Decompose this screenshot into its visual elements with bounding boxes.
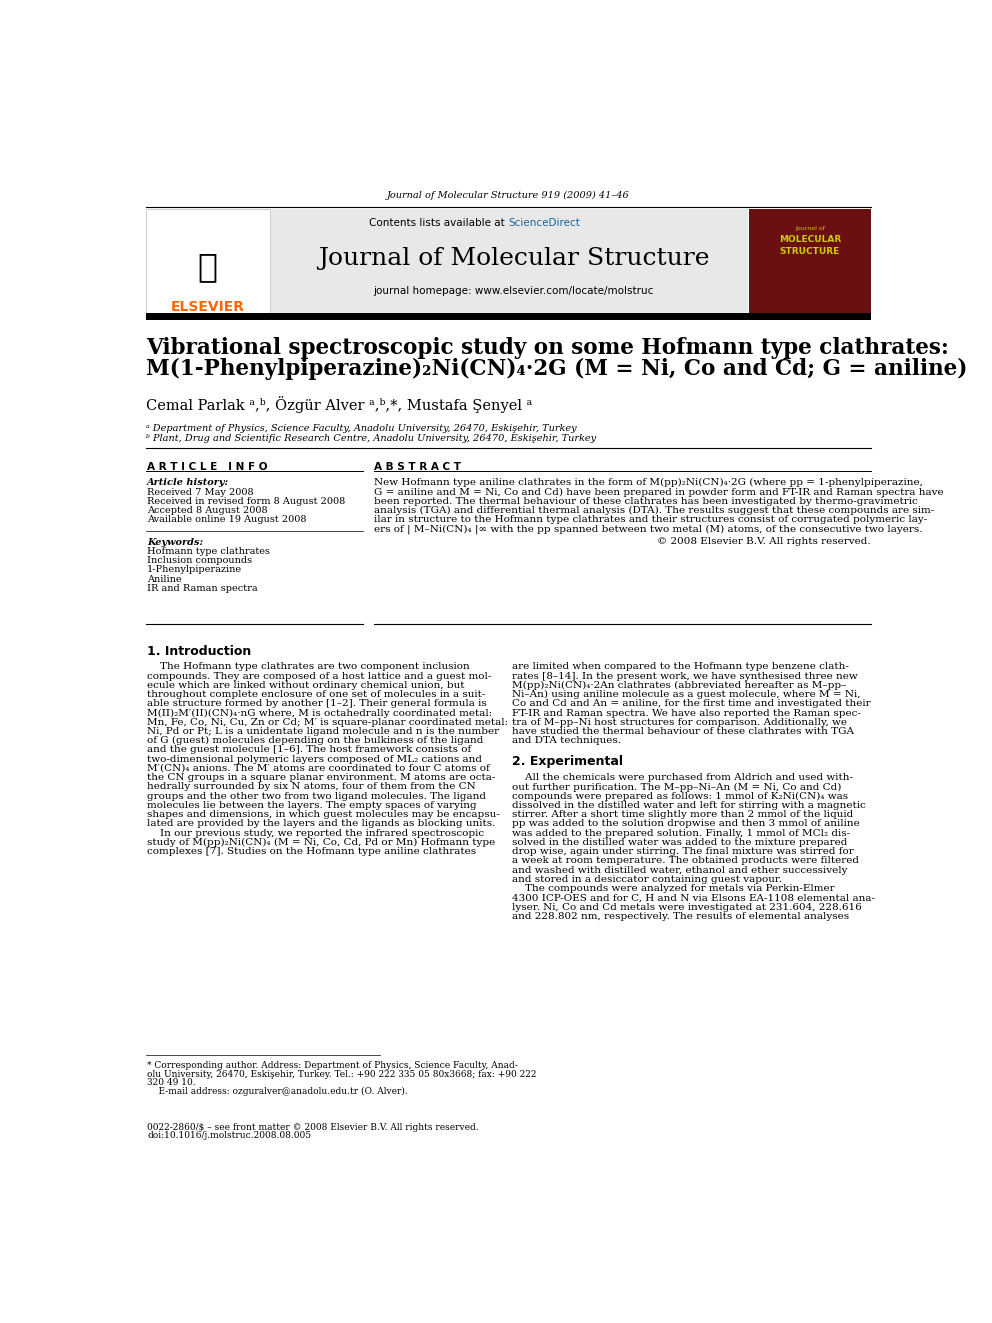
Text: IR and Raman spectra: IR and Raman spectra	[147, 583, 258, 593]
Text: lated are provided by the layers and the ligands as blocking units.: lated are provided by the layers and the…	[147, 819, 496, 828]
Text: © 2008 Elsevier B.V. All rights reserved.: © 2008 Elsevier B.V. All rights reserved…	[658, 537, 871, 546]
Text: 1. Introduction: 1. Introduction	[147, 646, 252, 659]
Text: are limited when compared to the Hofmann type benzene clath-: are limited when compared to the Hofmann…	[512, 663, 848, 671]
Text: FT-IR and Raman spectra. We have also reported the Raman spec-: FT-IR and Raman spectra. We have also re…	[512, 709, 860, 717]
Text: M′(CN)₄ anions. The M′ atoms are coordinated to four C atoms of: M′(CN)₄ anions. The M′ atoms are coordin…	[147, 763, 490, 773]
Text: and DTA techniques.: and DTA techniques.	[512, 737, 621, 745]
Text: The Hofmann type clathrates are two component inclusion: The Hofmann type clathrates are two comp…	[147, 663, 470, 671]
Text: Available online 19 August 2008: Available online 19 August 2008	[147, 515, 307, 524]
Text: Received in revised form 8 August 2008: Received in revised form 8 August 2008	[147, 497, 345, 505]
Text: ilar in structure to the Hofmann type clathrates and their structures consist of: ilar in structure to the Hofmann type cl…	[374, 515, 927, 524]
Text: M(II)₂M′(II)(CN)₄·nG where, M is octahedrally coordinated metal:: M(II)₂M′(II)(CN)₄·nG where, M is octahed…	[147, 709, 492, 717]
Text: olu University, 26470, Eskişehir, Turkey. Tel.: +90 222 335 05 80x3668; fax: +90: olu University, 26470, Eskişehir, Turkey…	[147, 1070, 537, 1078]
Text: Keywords:: Keywords:	[147, 538, 203, 548]
Text: Co and Cd and An = aniline, for the first time and investigated their: Co and Cd and An = aniline, for the firs…	[512, 700, 870, 708]
Text: New Hofmann type aniline clathrates in the form of M(pp)₂Ni(CN)₄·2G (where pp = : New Hofmann type aniline clathrates in t…	[374, 479, 923, 487]
Text: A B S T R A C T: A B S T R A C T	[374, 462, 460, 472]
Text: Journal of Molecular Structure 919 (2009) 41–46: Journal of Molecular Structure 919 (2009…	[387, 191, 630, 200]
Bar	[271, 209, 748, 312]
Text: ᵇ Plant, Drug and Scientific Research Centre, Anadolu University, 26470, Eskişeh: ᵇ Plant, Drug and Scientific Research Ce…	[146, 434, 596, 443]
Text: * Corresponding author. Address: Department of Physics, Science Faculty, Anad-: * Corresponding author. Address: Departm…	[147, 1061, 518, 1070]
Text: ELSEVIER: ELSEVIER	[171, 299, 245, 314]
Text: 1-Phenylpiperazine: 1-Phenylpiperazine	[147, 565, 242, 574]
Text: was added to the prepared solution. Finally, 1 mmol of MCl₂ dis-: was added to the prepared solution. Fina…	[512, 828, 849, 837]
Text: 🌲: 🌲	[197, 250, 217, 283]
Text: 4300 ICP-OES and for C, H and N via Elsons EA-1108 elemental ana-: 4300 ICP-OES and for C, H and N via Elso…	[512, 893, 875, 902]
Text: ecule which are linked without ordinary chemical union, but: ecule which are linked without ordinary …	[147, 681, 464, 689]
Text: G = aniline and M = Ni, Co and Cd) have been prepared in powder form and FT-IR a: G = aniline and M = Ni, Co and Cd) have …	[374, 488, 943, 496]
Text: STRUCTURE: STRUCTURE	[780, 246, 840, 255]
Text: All the chemicals were purchased from Aldrich and used with-: All the chemicals were purchased from Al…	[512, 773, 852, 782]
Text: have studied the thermal behaviour of these clathrates with TGA: have studied the thermal behaviour of th…	[512, 728, 853, 736]
Text: ᵃ Department of Physics, Science Faculty, Anadolu University, 26470, Eskişehir, : ᵃ Department of Physics, Science Faculty…	[146, 423, 576, 433]
Text: M(pp)₂Ni(CN)₄·2An clathrates (abbreviated hereafter as M–pp–: M(pp)₂Ni(CN)₄·2An clathrates (abbreviate…	[512, 681, 846, 691]
Text: 2. Experimental: 2. Experimental	[512, 754, 623, 767]
Bar	[146, 312, 871, 320]
Text: molecules lie between the layers. The empty spaces of varying: molecules lie between the layers. The em…	[147, 800, 477, 810]
Text: 0022-2860/$ – see front matter © 2008 Elsevier B.V. All rights reserved.: 0022-2860/$ – see front matter © 2008 El…	[147, 1123, 479, 1131]
Text: the CN groups in a square planar environment. M atoms are octa-: the CN groups in a square planar environ…	[147, 773, 496, 782]
Text: a week at room temperature. The obtained products were filtered: a week at room temperature. The obtained…	[512, 856, 858, 865]
Text: throughout complete enclosure of one set of molecules in a suit-: throughout complete enclosure of one set…	[147, 691, 486, 699]
Text: and the guest molecule [1–6]. The host framework consists of: and the guest molecule [1–6]. The host f…	[147, 745, 471, 754]
Text: drop wise, again under stirring. The final mixture was stirred for: drop wise, again under stirring. The fin…	[512, 847, 853, 856]
Text: study of M(pp)₂Ni(CN)₄ (M = Ni, Co, Cd, Pd or Mn) Hofmann type: study of M(pp)₂Ni(CN)₄ (M = Ni, Co, Cd, …	[147, 837, 495, 847]
Text: Inclusion compounds: Inclusion compounds	[147, 556, 252, 565]
Text: out further purification. The M–pp–Ni–An (M = Ni, Co and Cd): out further purification. The M–pp–Ni–An…	[512, 782, 841, 791]
Text: lyser. Ni, Co and Cd metals were investigated at 231.604, 228.616: lyser. Ni, Co and Cd metals were investi…	[512, 902, 861, 912]
Text: compounds were prepared as follows: 1 mmol of K₂Ni(CN)₄ was: compounds were prepared as follows: 1 mm…	[512, 791, 847, 800]
Text: Hofmann type clathrates: Hofmann type clathrates	[147, 546, 270, 556]
Bar	[749, 209, 871, 312]
Text: pp was added to the solution dropwise and then 3 mmol of aniline: pp was added to the solution dropwise an…	[512, 819, 859, 828]
Text: Mn, Fe, Co, Ni, Cu, Zn or Cd; M′ is square-planar coordinated metal:: Mn, Fe, Co, Ni, Cu, Zn or Cd; M′ is squa…	[147, 718, 508, 726]
Text: groups and the other two from two ligand molecules. The ligand: groups and the other two from two ligand…	[147, 791, 486, 800]
Text: M(1-Phenylpiperazine)₂Ni(CN)₄·2G (M = Ni, Co and Cd; G = aniline): M(1-Phenylpiperazine)₂Ni(CN)₄·2G (M = Ni…	[146, 357, 967, 380]
Text: Ni, Pd or Pt; L is a unidentate ligand molecule and n is the number: Ni, Pd or Pt; L is a unidentate ligand m…	[147, 728, 499, 736]
Text: Aniline: Aniline	[147, 574, 182, 583]
Text: two-dimensional polymeric layers composed of ML₂ cations and: two-dimensional polymeric layers compose…	[147, 754, 482, 763]
Text: and 228.802 nm, respectively. The results of elemental analyses: and 228.802 nm, respectively. The result…	[512, 912, 848, 921]
Text: Cemal Parlak ᵃ,ᵇ, Özgür Alver ᵃ,ᵇ,*, Mustafa Şenyel ᵃ: Cemal Parlak ᵃ,ᵇ, Özgür Alver ᵃ,ᵇ,*, Mus…	[146, 396, 532, 413]
Text: ers of | M–Ni(CN)₄ |∞ with the pp spanned between two metal (M) atoms, of the co: ers of | M–Ni(CN)₄ |∞ with the pp spanne…	[374, 524, 922, 534]
Text: In our previous study, we reported the infrared spectroscopic: In our previous study, we reported the i…	[147, 828, 484, 837]
Text: and washed with distilled water, ethanol and ether successively: and washed with distilled water, ethanol…	[512, 865, 847, 875]
Text: Journal of: Journal of	[795, 225, 824, 230]
Text: able structure formed by another [1–2]. Their general formula is: able structure formed by another [1–2]. …	[147, 700, 487, 708]
Text: and stored in a desiccator containing guest vapour.: and stored in a desiccator containing gu…	[512, 875, 782, 884]
Text: tra of M–pp–Ni host structures for comparison. Additionally, we: tra of M–pp–Ni host structures for compa…	[512, 718, 846, 726]
Text: Accepted 8 August 2008: Accepted 8 August 2008	[147, 505, 268, 515]
Text: The compounds were analyzed for metals via Perkin-Elmer: The compounds were analyzed for metals v…	[512, 884, 834, 893]
Text: Received 7 May 2008: Received 7 May 2008	[147, 488, 254, 496]
Text: Article history:: Article history:	[147, 479, 229, 487]
Text: dissolved in the distilled water and left for stirring with a magnetic: dissolved in the distilled water and lef…	[512, 800, 865, 810]
Text: analysis (TGA) and differential thermal analysis (DTA). The results suggest that: analysis (TGA) and differential thermal …	[374, 505, 933, 515]
Text: journal homepage: www.elsevier.com/locate/molstruc: journal homepage: www.elsevier.com/locat…	[374, 286, 654, 296]
Text: shapes and dimensions, in which guest molecules may be encapsu-: shapes and dimensions, in which guest mo…	[147, 810, 500, 819]
Text: Contents lists available at: Contents lists available at	[369, 218, 509, 229]
Text: of G (guest) molecules depending on the bulkiness of the ligand: of G (guest) molecules depending on the …	[147, 737, 484, 745]
Text: Vibrational spectroscopic study on some Hofmann type clathrates:: Vibrational spectroscopic study on some …	[146, 337, 948, 360]
Text: complexes [7]. Studies on the Hofmann type aniline clathrates: complexes [7]. Studies on the Hofmann ty…	[147, 847, 476, 856]
Text: doi:10.1016/j.molstruc.2008.08.005: doi:10.1016/j.molstruc.2008.08.005	[147, 1131, 311, 1140]
Text: stirrer. After a short time slightly more than 2 mmol of the liquid: stirrer. After a short time slightly mor…	[512, 810, 853, 819]
Text: solved in the distilled water was added to the mixture prepared: solved in the distilled water was added …	[512, 837, 847, 847]
Text: hedrally surrounded by six N atoms, four of them from the CN: hedrally surrounded by six N atoms, four…	[147, 782, 476, 791]
Text: ScienceDirect: ScienceDirect	[509, 218, 580, 229]
Text: E-mail address: ozguralver@anadolu.edu.tr (O. Alver).: E-mail address: ozguralver@anadolu.edu.t…	[147, 1086, 408, 1095]
Text: Ni–An) using aniline molecule as a guest molecule, where M = Ni,: Ni–An) using aniline molecule as a guest…	[512, 691, 860, 699]
Text: A R T I C L E   I N F O: A R T I C L E I N F O	[147, 462, 268, 472]
Text: 320 49 10.: 320 49 10.	[147, 1078, 195, 1088]
Text: compounds. They are composed of a host lattice and a guest mol-: compounds. They are composed of a host l…	[147, 672, 492, 680]
Text: been reported. The thermal behaviour of these clathrates has been investigated b: been reported. The thermal behaviour of …	[374, 497, 918, 505]
Text: Journal of Molecular Structure: Journal of Molecular Structure	[318, 247, 709, 270]
Text: MOLECULAR: MOLECULAR	[779, 235, 841, 245]
Text: rates [8–14]. In the present work, we have synthesised three new: rates [8–14]. In the present work, we ha…	[512, 672, 857, 680]
Bar	[146, 209, 270, 312]
